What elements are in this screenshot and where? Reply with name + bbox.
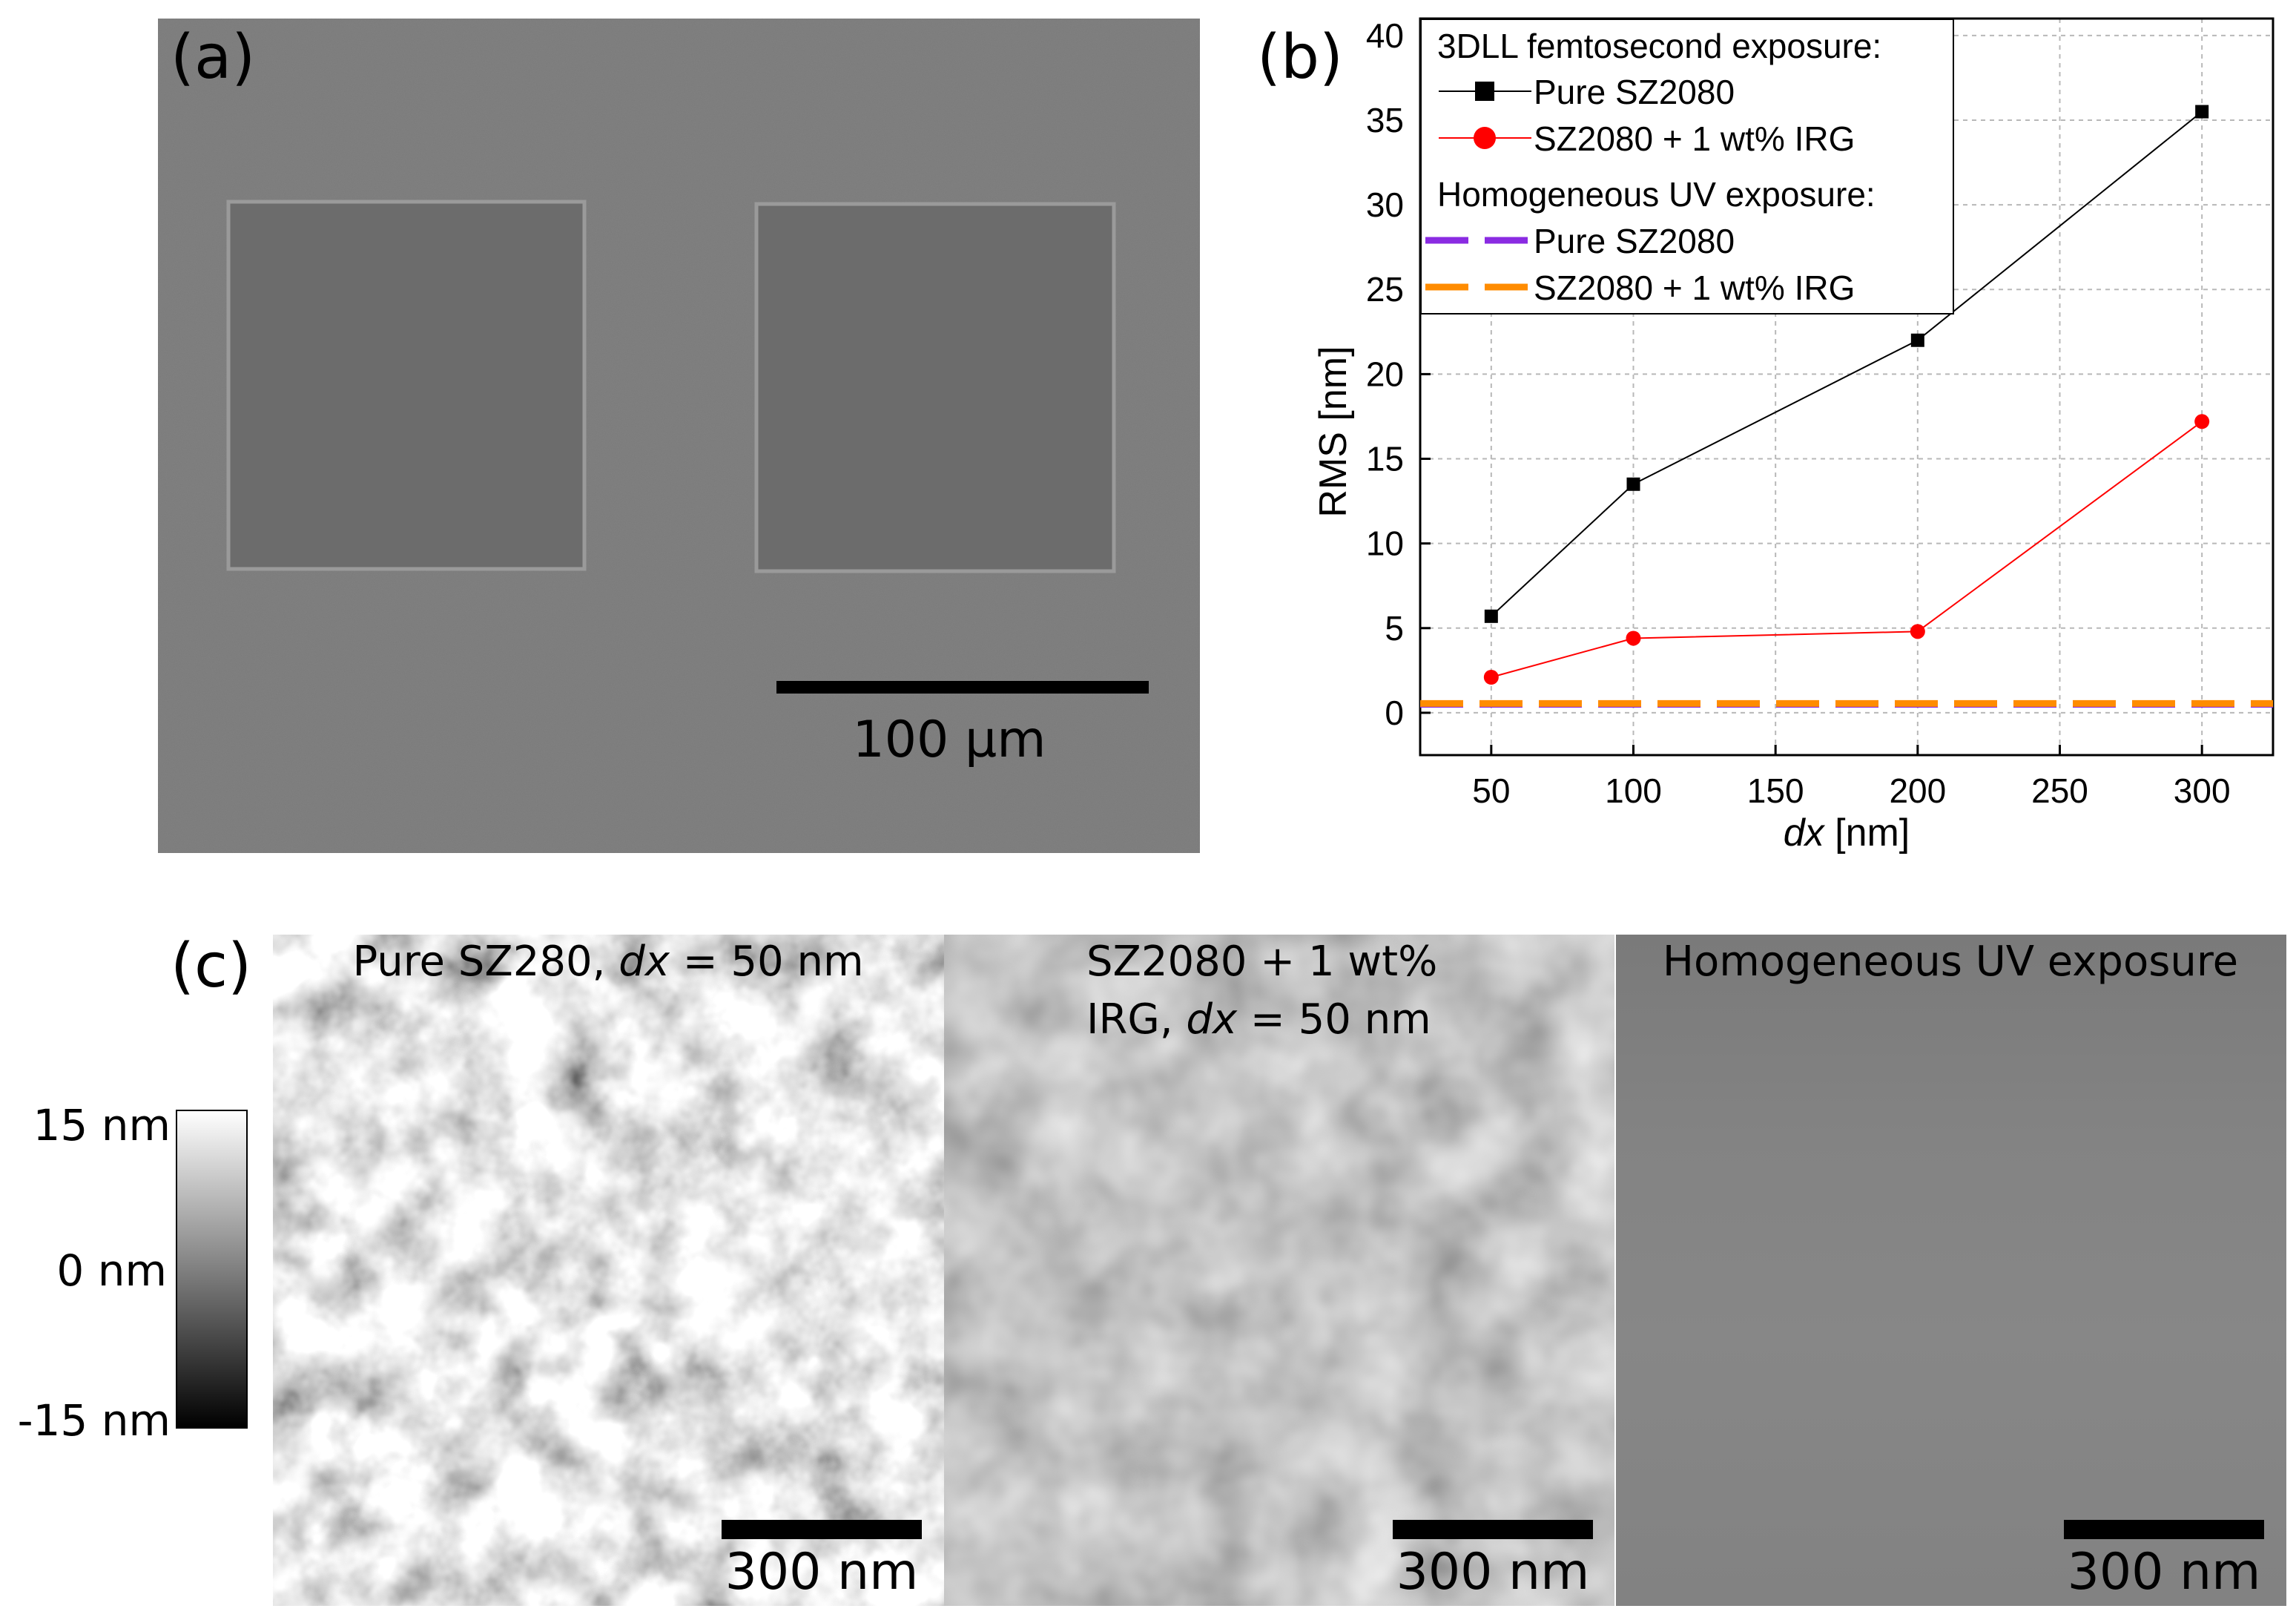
y-tick-label: 35 — [1366, 101, 1404, 139]
chart-grid — [1420, 19, 2273, 755]
afm-title-irg-line1: SZ2080 + 1 wt% — [1086, 938, 1437, 986]
panel-b-label: (b) — [1257, 22, 1343, 93]
y-axis-label: RMS [nm] — [1312, 346, 1355, 517]
legend-marker-square — [1475, 82, 1494, 101]
data-point-circle — [2194, 414, 2210, 429]
x-tick-label: 100 — [1605, 771, 1662, 810]
colorbar — [176, 1110, 248, 1429]
x-tick-label: 150 — [1747, 771, 1804, 810]
legend-label-pure-fs: Pure SZ2080 — [1534, 73, 1735, 111]
y-tick-label: 15 — [1366, 440, 1404, 478]
afm-scalebar-label-irg: 300 nm — [1396, 1543, 1590, 1601]
panel-c: (c) 15 nm 0 nm -15 nm Pure SZ280, dx = 5… — [18, 931, 2286, 1606]
y-tick-label: 20 — [1366, 355, 1404, 393]
data-point-circle — [1483, 669, 1499, 685]
x-axis-label-italic: dx — [1784, 811, 1826, 855]
afm-scalebar-pure — [722, 1520, 922, 1539]
series-line-1 — [1491, 421, 2203, 678]
legend-label-pure-uv: Pure SZ2080 — [1534, 222, 1735, 260]
afm-image-irg-texture — [944, 935, 1615, 1606]
data-point-circle — [1910, 624, 1925, 639]
afm-scalebar-irg — [1393, 1520, 1593, 1539]
legend-label-irg-uv: SZ2080 + 1 wt% IRG — [1534, 269, 1855, 307]
colorbar-min-label: -15 nm — [18, 1395, 171, 1446]
y-tick-label: 30 — [1366, 185, 1404, 224]
panel-a: 100 µm (a) — [158, 19, 1200, 853]
afm-scalebar-label-pure: 300 nm — [725, 1543, 919, 1601]
x-axis-label: dx [nm] — [1784, 811, 1910, 855]
afm-scalebar-label-uv: 300 nm — [2068, 1543, 2261, 1601]
panel-b: (b) 50 100 150 200 250 300 0 5 10 15 20 25 30 35 40 dx… — [1257, 16, 2274, 855]
y-tick-label: 5 — [1385, 609, 1404, 648]
x-tick-label: 50 — [1472, 771, 1510, 810]
legend-label-irg-fs: SZ2080 + 1 wt% IRG — [1534, 119, 1855, 158]
x-tick-label: 250 — [2031, 771, 2088, 810]
y-tick-label: 10 — [1366, 524, 1404, 563]
afm-title-uv: Homogeneous UV exposure — [1663, 938, 2238, 986]
afm-title-pure-rest: = 50 nm — [670, 938, 864, 986]
data-point-square — [1626, 477, 1640, 491]
afm-title-pure-italic: dx — [618, 938, 670, 986]
chart-series — [1420, 105, 2273, 708]
series-line-0 — [1491, 111, 2203, 617]
data-point-circle — [1626, 630, 1641, 646]
data-point-square — [1910, 333, 1924, 347]
afm-scalebar-uv — [2064, 1520, 2264, 1539]
y-tick-label: 40 — [1366, 16, 1404, 55]
data-point-square — [2195, 105, 2209, 119]
x-tick-label: 200 — [1889, 771, 1946, 810]
sem-square-left — [226, 200, 587, 571]
y-tick-label: 25 — [1366, 270, 1404, 309]
afm-title-irg-start: IRG, — [1086, 995, 1186, 1044]
afm-title-irg-italic: dx — [1186, 995, 1238, 1044]
x-axis-label-rest: [nm] — [1824, 811, 1910, 855]
legend-box — [1420, 19, 1954, 315]
legend-marker-circle — [1474, 127, 1496, 149]
x-tick-label: 300 — [2174, 771, 2231, 810]
afm-image-pure-texture — [273, 935, 944, 1606]
legend-header-uv: Homogeneous UV exposure: — [1437, 175, 1876, 214]
sem-square-right — [754, 202, 1116, 573]
chart-ticks: 50 100 150 200 250 300 0 5 10 15 20 25 30 35 40 — [1366, 16, 2231, 810]
colorbar-mid-label: 0 nm — [56, 1245, 167, 1296]
panel-a-label: (a) — [171, 22, 255, 93]
sem-scalebar — [776, 681, 1149, 694]
afm-title-pure: Pure SZ280, dx = 50 nm — [352, 938, 863, 986]
legend: 3DLL femtosecond exposure: Pure SZ2080 S… — [1420, 19, 1954, 315]
y-tick-label: 0 — [1385, 694, 1404, 732]
afm-title-irg-line2: IRG, dx = 50 nm — [1086, 995, 1431, 1044]
afm-title-pure-start: Pure SZ280, — [352, 938, 618, 986]
colorbar-max-label: 15 nm — [33, 1100, 171, 1150]
sem-scalebar-label: 100 µm — [853, 711, 1046, 769]
afm-title-irg-rest: = 50 nm — [1237, 995, 1431, 1044]
panel-c-label: (c) — [171, 931, 251, 1001]
legend-header-fs: 3DLL femtosecond exposure: — [1437, 27, 1881, 65]
data-point-square — [1484, 609, 1498, 623]
afm-image-uv — [1615, 935, 2286, 1606]
